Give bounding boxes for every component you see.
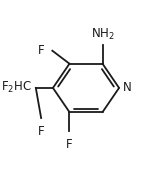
Text: NH$_2$: NH$_2$: [91, 27, 114, 42]
Text: F: F: [38, 44, 45, 57]
Text: N: N: [123, 81, 132, 94]
Text: F$_2$HC: F$_2$HC: [1, 80, 32, 95]
Text: F: F: [38, 124, 45, 138]
Text: F: F: [66, 138, 73, 150]
